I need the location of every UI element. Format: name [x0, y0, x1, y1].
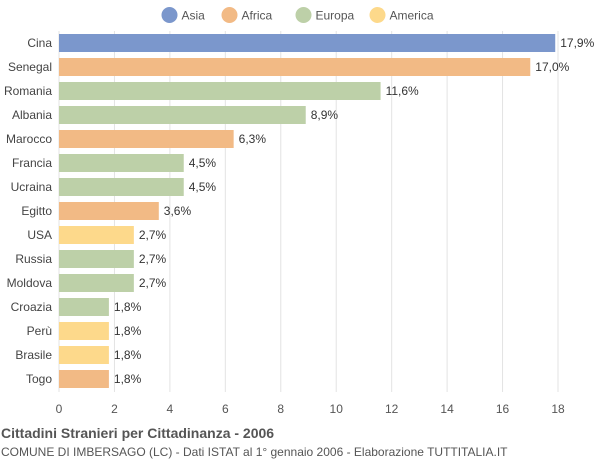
category-label: Croazia	[11, 300, 53, 314]
legend-label-asia: Asia	[182, 9, 206, 23]
category-label: USA	[27, 228, 52, 242]
bar-francia	[59, 154, 184, 172]
category-label: Senegal	[8, 60, 52, 74]
value-label: 17,0%	[535, 60, 569, 74]
bar-chart: Asia Africa Europa America Cina 17,9% Senegal…	[4, 7, 595, 416]
bar-ucraina	[59, 178, 184, 196]
value-label: 1,8%	[114, 372, 142, 386]
category-label: Perù	[27, 324, 52, 338]
legend-label-america: America	[390, 9, 434, 23]
category-label: Cina	[27, 36, 52, 50]
x-axis: 0 2 4 6 8 10 12 14 16 18	[56, 402, 565, 416]
bar-egitto	[59, 202, 159, 220]
chart-bars: Cina 17,9% Senegal 17,0% Romania 11,6% Albania…	[4, 34, 595, 388]
bar-per	[59, 322, 109, 340]
bar-brasile	[59, 346, 109, 364]
category-label: Marocco	[6, 132, 52, 146]
x-tick-label: 18	[551, 402, 565, 416]
value-label: 6,3%	[239, 132, 267, 146]
x-tick-label: 2	[111, 402, 118, 416]
bar-marocco	[59, 130, 234, 148]
value-label: 4,5%	[189, 156, 217, 170]
value-label: 2,7%	[139, 276, 167, 290]
category-label: Egitto	[21, 204, 52, 218]
legend-marker-america	[369, 7, 386, 23]
legend-marker-europa	[295, 7, 312, 23]
bar-togo	[59, 370, 109, 388]
legend-marker-africa	[221, 7, 238, 23]
category-label: Romania	[4, 84, 52, 98]
bar-usa	[59, 226, 134, 244]
category-label: Albania	[12, 108, 52, 122]
x-tick-label: 16	[496, 402, 510, 416]
x-tick-label: 8	[277, 402, 284, 416]
x-tick-label: 0	[56, 402, 63, 416]
category-label: Russia	[15, 252, 52, 266]
category-label: Togo	[26, 372, 52, 386]
x-tick-label: 4	[167, 402, 174, 416]
value-label: 2,7%	[139, 228, 167, 242]
legend-label-europa: Europa	[316, 9, 355, 23]
bar-moldova	[59, 274, 134, 292]
category-label: Brasile	[15, 348, 52, 362]
value-label: 11,6%	[386, 84, 419, 98]
bar-albania	[59, 106, 306, 124]
bar-cina	[59, 34, 556, 52]
legend-label-africa: Africa	[242, 9, 273, 23]
chart-legend: Asia Africa Europa America	[161, 7, 434, 23]
category-label: Moldova	[7, 276, 53, 290]
bar-russia	[59, 250, 134, 268]
x-tick-label: 12	[385, 402, 399, 416]
value-label: 1,8%	[114, 324, 142, 338]
value-label: 3,6%	[164, 204, 192, 218]
bar-romania	[59, 82, 381, 100]
value-label: 8,9%	[311, 108, 339, 122]
category-label: Ucraina	[11, 180, 53, 194]
chart-title: Cittadini Stranieri per Cittadinanza - 2…	[1, 425, 275, 441]
chart-subtitle: COMUNE DI IMBERSAGO (LC) - Dati ISTAT al…	[1, 445, 508, 459]
value-label: 17,9%	[560, 36, 594, 50]
x-tick-label: 14	[440, 402, 454, 416]
value-label: 1,8%	[114, 348, 142, 362]
bar-senegal	[59, 58, 531, 76]
category-label: Francia	[12, 156, 52, 170]
bar-croazia	[59, 298, 109, 316]
x-tick-label: 10	[330, 402, 344, 416]
value-label: 2,7%	[139, 252, 167, 266]
value-label: 1,8%	[114, 300, 142, 314]
x-tick-label: 6	[222, 402, 229, 416]
value-label: 4,5%	[189, 180, 217, 194]
legend-marker-asia	[161, 7, 178, 23]
